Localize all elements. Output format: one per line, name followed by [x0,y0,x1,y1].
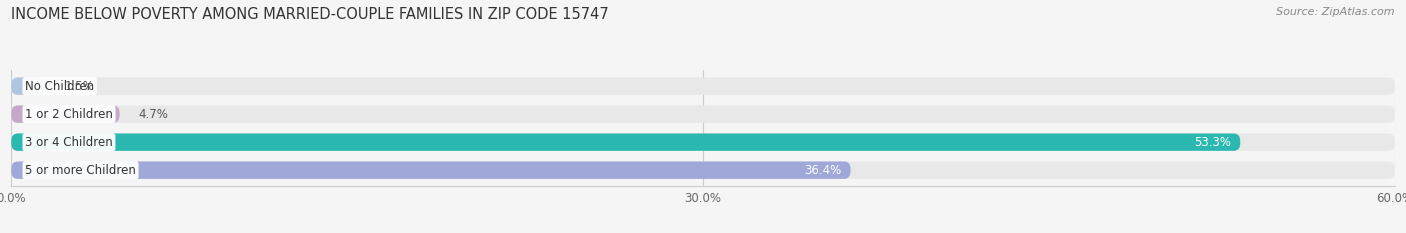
Text: 36.4%: 36.4% [804,164,841,177]
Text: 1 or 2 Children: 1 or 2 Children [25,108,112,121]
Text: 53.3%: 53.3% [1194,136,1232,149]
Text: 4.7%: 4.7% [138,108,167,121]
FancyBboxPatch shape [11,161,1395,179]
Text: 5 or more Children: 5 or more Children [25,164,136,177]
FancyBboxPatch shape [11,106,120,123]
Text: Source: ZipAtlas.com: Source: ZipAtlas.com [1277,7,1395,17]
FancyBboxPatch shape [11,77,1395,95]
Text: 3 or 4 Children: 3 or 4 Children [25,136,112,149]
FancyBboxPatch shape [11,134,1240,151]
Text: INCOME BELOW POVERTY AMONG MARRIED-COUPLE FAMILIES IN ZIP CODE 15747: INCOME BELOW POVERTY AMONG MARRIED-COUPL… [11,7,609,22]
Text: No Children: No Children [25,80,94,93]
Text: 1.5%: 1.5% [65,80,94,93]
FancyBboxPatch shape [11,134,1395,151]
FancyBboxPatch shape [11,106,1395,123]
FancyBboxPatch shape [11,77,46,95]
FancyBboxPatch shape [11,161,851,179]
